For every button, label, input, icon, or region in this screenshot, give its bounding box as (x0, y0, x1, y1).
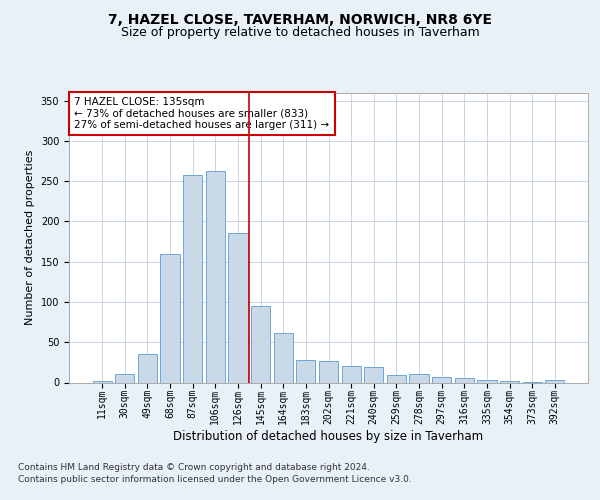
Bar (319, 361, 338, 382)
Text: 7 HAZEL CLOSE: 135sqm
← 73% of detached houses are smaller (833)
27% of semi-det: 7 HAZEL CLOSE: 135sqm ← 73% of detached … (74, 97, 329, 130)
X-axis label: Distribution of detached houses by size in Taverham: Distribution of detached houses by size … (173, 430, 484, 442)
Bar (296, 360, 316, 382)
Bar (206, 172, 225, 382)
Text: Contains public sector information licensed under the Open Government Licence v3: Contains public sector information licen… (18, 475, 412, 484)
Text: Size of property relative to detached houses in Taverham: Size of property relative to detached ho… (121, 26, 479, 39)
Bar (500, 381, 519, 382)
Bar (160, 254, 180, 382)
Bar (341, 366, 361, 382)
Bar (274, 332, 293, 382)
Text: Contains HM Land Registry data © Crown copyright and database right 2024.: Contains HM Land Registry data © Crown c… (18, 462, 370, 471)
Bar (183, 174, 202, 382)
Bar (387, 375, 406, 382)
Bar (92, 381, 112, 382)
Bar (364, 367, 383, 382)
Bar (229, 234, 248, 382)
Bar (432, 377, 451, 382)
Bar (545, 380, 565, 382)
Text: 7, HAZEL CLOSE, TAVERHAM, NORWICH, NR8 6YE: 7, HAZEL CLOSE, TAVERHAM, NORWICH, NR8 6… (108, 12, 492, 26)
Bar (115, 374, 134, 382)
Bar (455, 378, 474, 382)
Bar (251, 306, 270, 382)
Y-axis label: Number of detached properties: Number of detached properties (25, 150, 35, 325)
Bar (138, 354, 157, 382)
Bar (409, 374, 428, 382)
Bar (477, 380, 497, 382)
